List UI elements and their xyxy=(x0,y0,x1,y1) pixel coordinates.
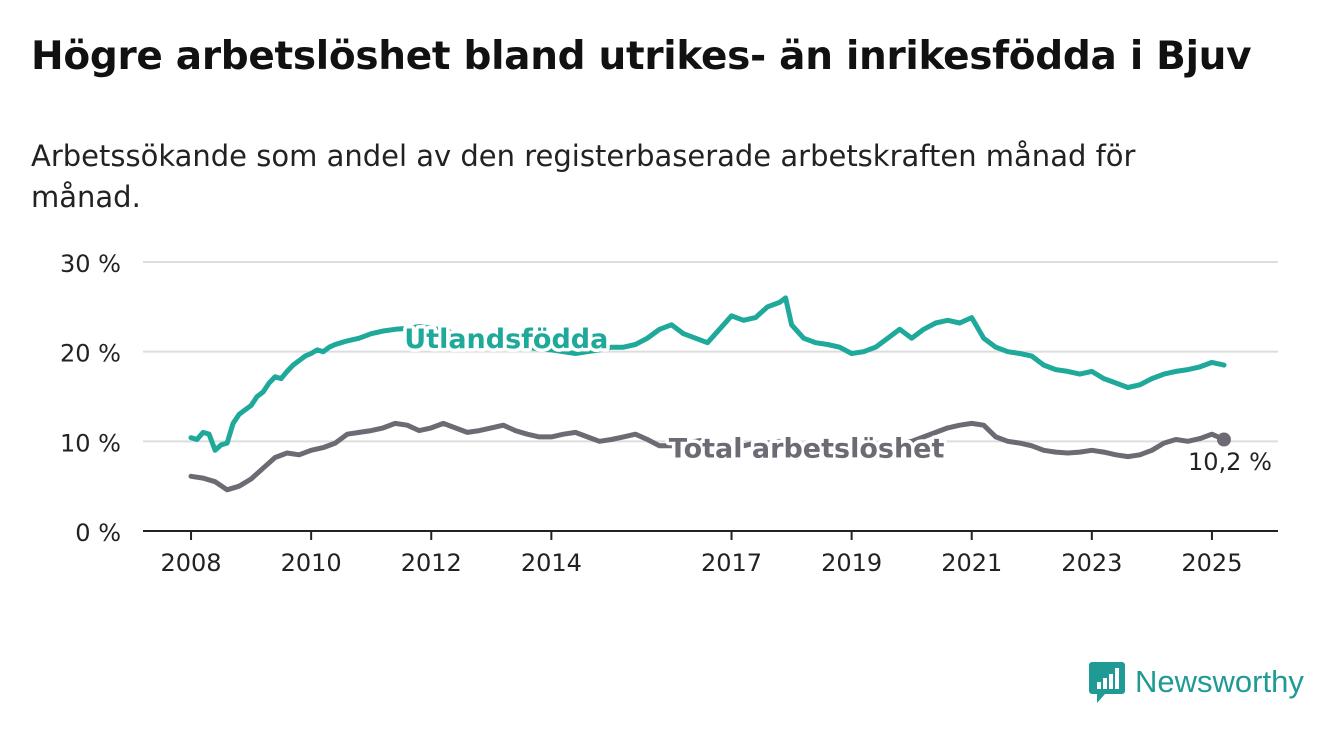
x-tick-label: 2010 xyxy=(281,549,342,577)
series-line-total xyxy=(188,420,1227,493)
y-tick-label: 30 % xyxy=(60,250,121,278)
y-tick-label: 0 % xyxy=(75,519,121,547)
series-labels: Utlandsfödda Total arbetslöshet 10,2 % xyxy=(401,321,1276,480)
x-axis-ticks: 2008 2010 2012 2014 2017 2019 2021 2023 2025 xyxy=(161,531,1242,577)
x-tick-label: 2014 xyxy=(521,549,582,577)
brand-name: Newsworthy xyxy=(1135,664,1304,699)
last-value-dot xyxy=(1216,432,1231,447)
series-label-utlandsfodda: Utlandsfödda xyxy=(404,324,608,355)
series-lines xyxy=(188,295,1231,493)
chart-title: Högre arbetslöshet bland utrikes- än inr… xyxy=(31,34,1252,79)
newsworthy-logo-icon xyxy=(1089,662,1125,703)
x-tick-label: 2019 xyxy=(821,549,882,577)
series-label-total: Total arbetslöshet xyxy=(669,433,945,464)
brand-logo: Newsworthy xyxy=(1089,660,1304,704)
y-tick-label: 20 % xyxy=(60,340,121,368)
y-axis-ticks: 0 % 10 % 20 % 30 % xyxy=(60,250,121,547)
x-tick-label: 2021 xyxy=(941,549,1002,577)
series-line-utlandsfodda xyxy=(188,295,1227,453)
x-tick-label: 2017 xyxy=(701,549,762,577)
chart-subtitle: Arbetssökande som andel av den registerb… xyxy=(31,139,1136,214)
x-tick-label: 2023 xyxy=(1061,549,1122,577)
y-tick-label: 10 % xyxy=(60,429,121,457)
x-tick-label: 2025 xyxy=(1181,549,1242,577)
x-tick-label: 2008 xyxy=(161,549,222,577)
last-value-label: 10,2 % xyxy=(1188,448,1272,476)
x-tick-label: 2012 xyxy=(401,549,462,577)
